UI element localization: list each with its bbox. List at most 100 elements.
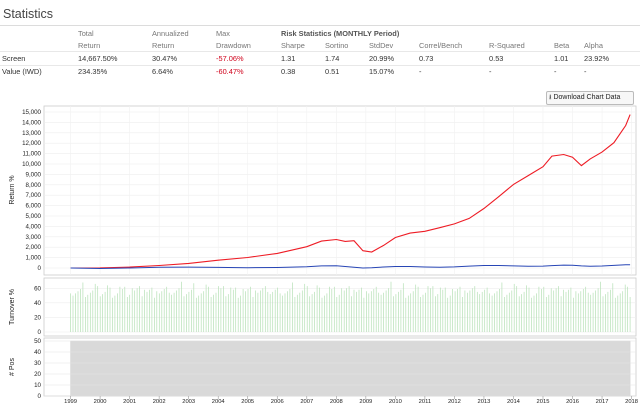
y-tick-label: 4,000 <box>26 223 42 230</box>
y-tick-label: 10 <box>34 382 41 389</box>
x-tick-label: 2002 <box>153 399 166 405</box>
x-tick-label: 2008 <box>330 399 343 405</box>
x-tick-label: 2018 <box>625 399 638 405</box>
x-tick-label: 2017 <box>596 399 609 405</box>
x-tick-label: 1999 <box>64 399 77 405</box>
download-button-label: Download Chart Data <box>553 94 621 101</box>
page-title: Statistics <box>3 7 54 21</box>
x-tick-label: 2016 <box>566 399 579 405</box>
y-tick-label: 9,000 <box>26 171 42 178</box>
table-cell: 234.35% <box>76 64 150 78</box>
table-row: Screen 14,667.50% 30.47% -57.06% 1.31 1.… <box>0 51 640 65</box>
y-tick-label: 40 <box>34 349 41 356</box>
table-header-row-top: Total Annualized Max Risk Statistics (MO… <box>0 27 640 39</box>
table-cell: - <box>487 64 553 78</box>
y-tick-label: 1,000 <box>26 255 42 262</box>
x-tick-label: 2001 <box>123 399 136 405</box>
table-cell: 6.64% <box>150 64 214 78</box>
col-header: Total <box>78 28 94 38</box>
y-axis-label: Turnover % <box>9 289 16 325</box>
col-header: Annualized <box>152 28 189 38</box>
table-cell: 0.51 <box>323 64 367 78</box>
y-tick-label: 50 <box>34 338 41 345</box>
y-tick-label: 20 <box>34 314 41 321</box>
y-tick-label: 11,000 <box>23 151 42 158</box>
table-cell: 14,667.50% <box>76 51 150 65</box>
col-header: Beta <box>554 40 570 50</box>
y-tick-label: 3,000 <box>26 234 42 241</box>
y-tick-label: 6,000 <box>26 203 42 210</box>
col-header: Alpha <box>584 40 603 50</box>
y-tick-label: 10,000 <box>22 161 41 168</box>
statistics-header: Statistics <box>0 0 640 26</box>
row-label: Screen <box>0 51 76 65</box>
y-tick-label: 8,000 <box>26 182 42 189</box>
x-tick-label: 2007 <box>300 399 313 405</box>
risk-statistics-header: Risk Statistics (MONTHLY Period) <box>281 28 400 38</box>
return-plot-frame <box>43 105 637 276</box>
y-tick-label: 40 <box>34 300 41 307</box>
table-cell: 20.99% <box>367 51 417 65</box>
x-tick-label: 2004 <box>212 399 226 405</box>
y-tick-label: 12,000 <box>22 140 41 147</box>
y-tick-label: 14,000 <box>22 119 41 126</box>
table-cell: 1.74 <box>323 51 367 65</box>
x-tick-label: 2011 <box>419 399 431 405</box>
y-tick-label: 0 <box>38 393 42 400</box>
y-tick-label: 0 <box>38 329 42 336</box>
screen-series-line <box>70 114 631 269</box>
col-header: Sharpe <box>281 40 305 50</box>
x-tick-label: 2006 <box>271 399 284 405</box>
y-axis-label: # Pos <box>9 358 16 376</box>
y-tick-label: 2,000 <box>26 244 42 251</box>
y-tick-label: 15,000 <box>22 109 41 116</box>
table-row: Value (IWD) 234.35% 6.64% -60.47% 0.38 0… <box>0 64 640 78</box>
x-tick-label: 2013 <box>477 399 490 405</box>
y-tick-label: 20 <box>34 371 41 378</box>
x-tick-label: 2009 <box>359 399 372 405</box>
col-header: StdDev <box>369 40 394 50</box>
table-cell: 1.01 <box>552 51 583 65</box>
table-cell: 15.07% <box>367 64 417 78</box>
download-chart-data-button[interactable]: ⭳ Download Chart Data <box>546 91 634 105</box>
row-label: Value (IWD) <box>0 64 76 78</box>
table-cell: 0.73 <box>417 51 488 65</box>
col-header: Sortino <box>325 40 349 50</box>
col-header: Return <box>152 40 175 50</box>
y-tick-label: 13,000 <box>22 130 41 137</box>
y-tick-label: 7,000 <box>26 192 42 199</box>
y-axis-label: Return % <box>9 175 16 204</box>
y-tick-label: 30 <box>34 360 41 367</box>
table-header-row-bottom: Return Return Drawdown Sharpe Sortino St… <box>0 39 640 52</box>
table-cell: -60.47% <box>214 64 279 78</box>
table-cell: - <box>582 64 640 78</box>
table-cell: 23.92% <box>582 51 640 65</box>
download-icon: ⭳ <box>549 94 552 101</box>
table-cell: - <box>417 64 488 78</box>
table-cell: -57.06% <box>214 51 279 65</box>
statistics-table: Total Annualized Max Risk Statistics (MO… <box>0 27 640 78</box>
col-header: Max <box>216 28 230 38</box>
x-tick-label: 2010 <box>389 399 402 405</box>
positions-area <box>70 340 631 397</box>
y-tick-label: 60 <box>34 285 41 292</box>
table-cell: - <box>552 64 583 78</box>
turnover-plot-frame <box>43 277 637 337</box>
col-header: R-Squared <box>489 40 525 50</box>
x-tick-label: 2003 <box>182 399 195 405</box>
table-cell: 0.53 <box>487 51 553 65</box>
x-tick-label: 2014 <box>507 399 521 405</box>
table-cell: 0.38 <box>279 64 323 78</box>
table-cell: 1.31 <box>279 51 323 65</box>
y-tick-label: 0 <box>38 265 42 272</box>
x-tick-label: 2012 <box>448 399 461 405</box>
col-header: Drawdown <box>216 40 251 50</box>
table-cell: 30.47% <box>150 51 214 65</box>
x-tick-label: 2000 <box>94 399 107 405</box>
col-header: Correl/Bench <box>419 40 463 50</box>
x-tick-label: 2005 <box>241 399 254 405</box>
benchmark-series-line <box>70 264 631 270</box>
x-tick-label: 2015 <box>537 399 550 405</box>
col-header: Return <box>78 40 101 50</box>
